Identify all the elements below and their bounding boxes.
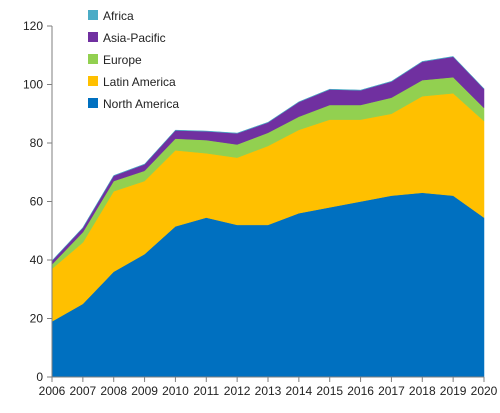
- x-tick-label: 2014: [286, 384, 313, 398]
- y-tick-label: 100: [23, 78, 43, 92]
- x-tick-label: 2009: [131, 384, 158, 398]
- x-tick-label: 2013: [255, 384, 282, 398]
- x-tick-label: 2012: [224, 384, 251, 398]
- legend-label: Latin America: [103, 75, 176, 89]
- y-tick-label: 0: [36, 370, 43, 384]
- legend-swatch: [88, 32, 98, 42]
- x-tick-label: 2015: [316, 384, 343, 398]
- x-tick-label: 2007: [70, 384, 97, 398]
- y-tick-label: 120: [23, 19, 43, 33]
- legend-swatch: [88, 54, 98, 64]
- x-tick-label: 2019: [440, 384, 467, 398]
- legend-item-north-america: North America: [88, 97, 179, 111]
- y-tick-label: 40: [30, 253, 44, 267]
- legend-swatch: [88, 98, 98, 108]
- areas-layer: [51, 56, 485, 378]
- x-tick-label: 2018: [409, 384, 436, 398]
- y-tick-label: 80: [30, 136, 44, 150]
- x-tick-label: 2017: [378, 384, 405, 398]
- legend-label: North America: [103, 97, 179, 111]
- legend-swatch: [88, 76, 98, 86]
- legend: Africa Asia-Pacific Europe Latin America Nor…: [88, 9, 179, 111]
- legend-label: Europe: [103, 53, 142, 67]
- x-tick-label: 2008: [100, 384, 127, 398]
- legend-label: Africa: [103, 9, 134, 23]
- x-tick-label: 2011: [193, 384, 219, 398]
- y-tick-label: 60: [30, 195, 44, 209]
- legend-swatch: [88, 10, 98, 20]
- x-tick-label: 2020: [471, 384, 498, 398]
- legend-label: Asia-Pacific: [103, 31, 166, 45]
- axes-layer: 0 20 40 60 80 100 120 2006 2007 2008 2009 2010 2011 2…: [23, 19, 498, 398]
- x-tick-label: 2016: [347, 384, 374, 398]
- y-tick-label: 20: [30, 312, 44, 326]
- area-africa: [51, 56, 485, 262]
- x-tick-label: 2006: [39, 384, 66, 398]
- legend-item-asia-pacific: Asia-Pacific: [88, 31, 166, 45]
- x-tick-label: 2010: [162, 384, 189, 398]
- legend-item-latin-america: Latin America: [88, 75, 176, 89]
- legend-item-europe: Europe: [88, 53, 142, 67]
- legend-item-africa: Africa: [88, 9, 134, 23]
